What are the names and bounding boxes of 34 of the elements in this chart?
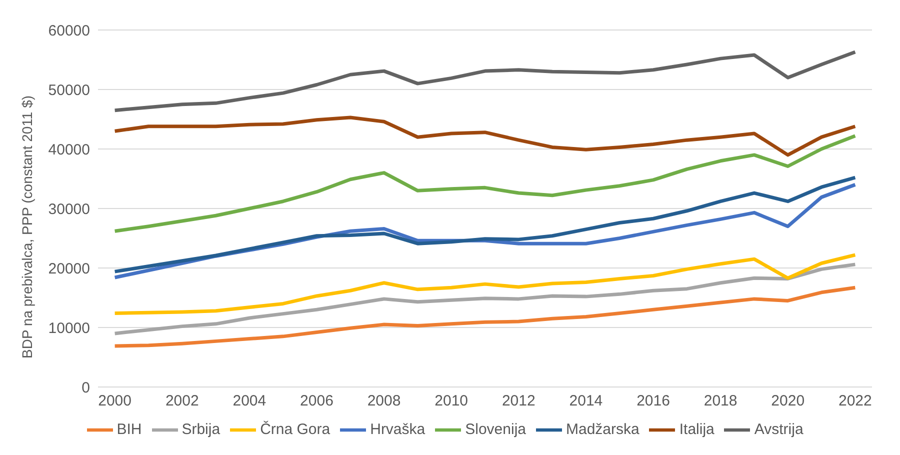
line-series (113, 50, 857, 112)
y-tick-label: 50000 (48, 82, 90, 99)
line-series (113, 253, 857, 315)
x-tick-label: 2012 (502, 392, 536, 410)
x-tick-label: 2008 (367, 392, 401, 410)
line-series (113, 286, 857, 348)
y-tick-label: 30000 (48, 200, 90, 218)
y-axis-title: BDP na prebivalca, PPP (constant 2011 $) (18, 95, 35, 358)
x-tick-label: 2002 (165, 392, 199, 410)
line-series (113, 262, 857, 336)
y-tick-label: 0 (82, 379, 90, 396)
legend-label: Italija (679, 420, 714, 438)
x-tick-label: 2018 (704, 392, 738, 410)
legend-label: Madžarska (566, 420, 640, 438)
x-tick-label: 2000 (98, 392, 132, 410)
legend-label: BIH (116, 420, 142, 438)
x-tick-label: 2016 (636, 392, 670, 410)
x-tick-label: 2014 (569, 392, 603, 410)
legend-label: Hrvaška (370, 420, 426, 438)
y-tick-label: 20000 (48, 260, 90, 278)
x-tick-label: 2022 (838, 392, 872, 410)
y-tick-label: 60000 (48, 22, 90, 40)
x-tick-label: 2006 (300, 392, 334, 410)
legend-label: Avstrija (754, 420, 804, 438)
x-tick-label: 2004 (232, 392, 266, 410)
legend-label: Slovenija (465, 420, 526, 438)
x-tick-label: 2020 (771, 392, 805, 410)
line-series (113, 116, 857, 157)
y-tick-label: 10000 (48, 320, 90, 337)
legend-label: Srbija (182, 420, 220, 438)
line-series (113, 134, 857, 233)
y-tick-label: 40000 (48, 141, 90, 158)
legend-label: Črna Gora (260, 420, 330, 438)
x-tick-label: 2010 (434, 392, 468, 410)
